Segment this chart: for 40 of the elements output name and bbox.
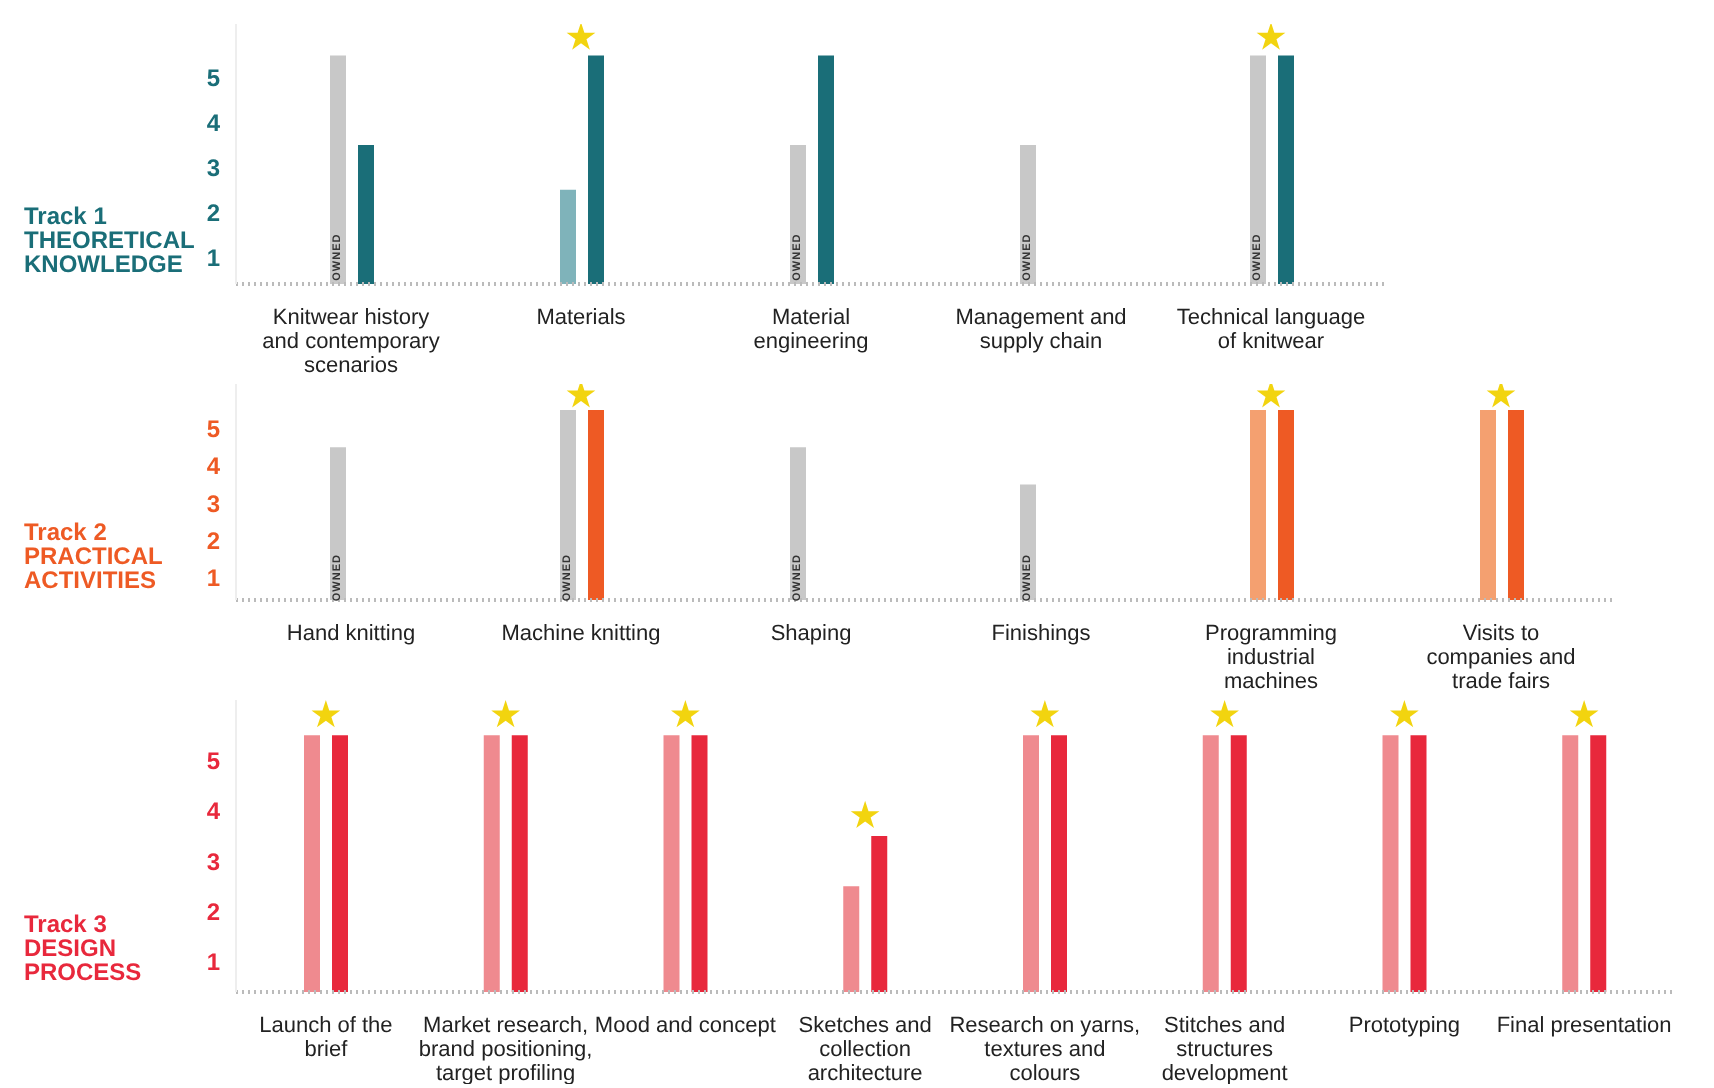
x-tick-label: Prototyping: [1348, 1014, 1461, 1038]
y-tick-label: 4: [206, 797, 221, 826]
x-tick-label: Sketches and collection architecture: [798, 1014, 932, 1086]
text: PRACTICAL ACTIVITIES: [24, 542, 165, 594]
x-tick-label: Machine knitting: [501, 622, 661, 646]
text: Track 3: [24, 910, 109, 938]
x-tick-label: Research on yarns, textures and colours: [949, 1014, 1141, 1086]
x-tick-label: Management and supply chain: [955, 306, 1127, 354]
text: THEORETICAL KNOWLEDGE: [24, 226, 197, 278]
text: Track 2: [24, 518, 109, 546]
x-tick-label: Material engineering: [753, 306, 869, 354]
x-tick-label: Programming industrial machines: [1204, 622, 1338, 694]
x-tick-label: Hand knitting: [286, 622, 416, 646]
text: Track 1: [24, 202, 109, 230]
x-tick-label: Market research, brand positioning, target profiling: [418, 1014, 593, 1086]
y-tick-label: 3: [206, 847, 221, 876]
y-tick-label: 4: [206, 109, 221, 138]
x-tick-label: Final presentation: [1496, 1014, 1672, 1038]
x-tick-label: Shaping: [770, 622, 852, 646]
y-tick-label: 4: [206, 452, 221, 481]
x-tick-label: Technical language of knitwear: [1176, 306, 1366, 354]
y-tick-label: 2: [206, 526, 221, 555]
y-tick-label: 5: [206, 746, 221, 775]
y-tick-label: 3: [206, 153, 221, 182]
y-tick-label: 1: [206, 243, 221, 272]
y-tick-label: 1: [206, 564, 221, 593]
x-tick-label: Materials: [536, 306, 627, 330]
x-tick-label: Stitches and structures development: [1161, 1014, 1288, 1086]
y-tick-label: 5: [206, 415, 221, 444]
x-tick-label: Finishings: [991, 622, 1092, 646]
x-tick-label: Visits to companies and trade fairs: [1426, 622, 1576, 694]
y-tick-label: 2: [206, 198, 221, 227]
x-tick-label: Knitwear history and contemporary scenarios: [262, 306, 441, 378]
text: DESIGN PROCESS: [24, 934, 144, 986]
y-tick-label: 2: [206, 897, 221, 926]
y-tick-label: 1: [206, 948, 221, 977]
y-tick-label: 5: [206, 64, 221, 93]
x-tick-label: Mood and concept: [594, 1014, 776, 1038]
x-tick-label: Launch of the brief: [259, 1014, 393, 1062]
y-tick-label: 3: [206, 489, 221, 518]
